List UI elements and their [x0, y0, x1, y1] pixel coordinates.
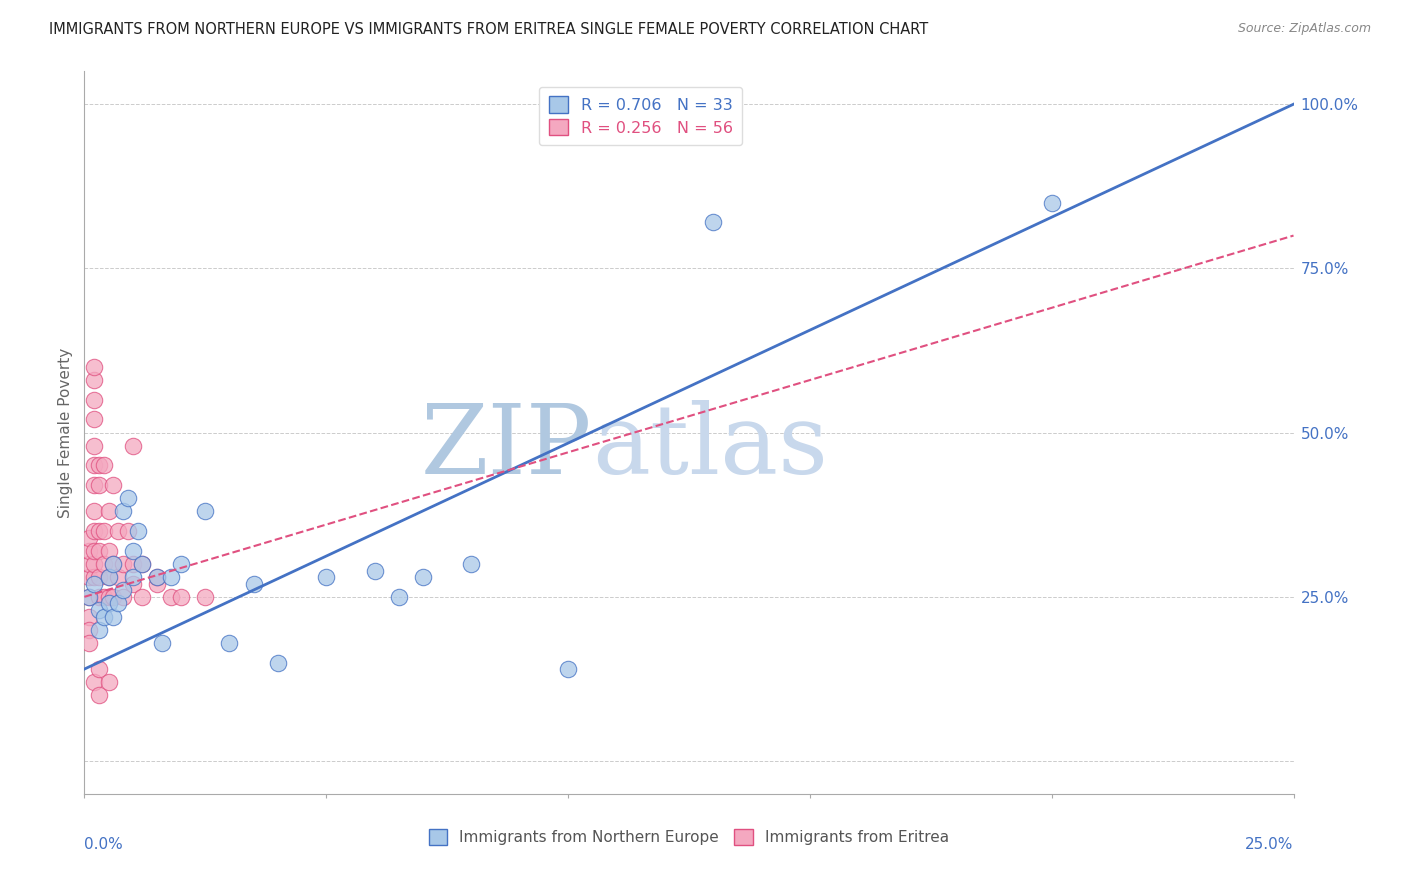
Point — [121, 544, 143, 558]
Point — [97, 596, 120, 610]
Point — [83, 458, 105, 473]
Point — [83, 557, 105, 571]
Point — [194, 504, 217, 518]
Text: ZIP: ZIP — [420, 401, 592, 494]
Point — [93, 458, 115, 473]
Point — [146, 576, 169, 591]
Point — [77, 590, 100, 604]
Text: atlas: atlas — [592, 401, 828, 494]
Point — [83, 412, 105, 426]
Point — [87, 603, 110, 617]
Point — [87, 570, 110, 584]
Point — [77, 590, 100, 604]
Legend: Immigrants from Northern Europe, Immigrants from Eritrea: Immigrants from Northern Europe, Immigra… — [423, 823, 955, 851]
Point — [87, 623, 110, 637]
Point — [194, 590, 217, 604]
Point — [107, 570, 129, 584]
Point — [363, 564, 385, 578]
Point — [93, 609, 115, 624]
Point — [112, 557, 135, 571]
Point — [87, 590, 110, 604]
Point — [112, 590, 135, 604]
Point — [83, 675, 105, 690]
Point — [77, 570, 100, 584]
Point — [388, 590, 411, 604]
Point — [1040, 195, 1063, 210]
Point — [77, 623, 100, 637]
Point — [77, 609, 100, 624]
Point — [103, 557, 125, 571]
Point — [218, 636, 240, 650]
Point — [131, 590, 153, 604]
Point — [83, 524, 105, 538]
Point — [83, 359, 105, 374]
Point — [97, 675, 120, 690]
Point — [87, 458, 110, 473]
Point — [412, 570, 434, 584]
Point — [146, 570, 169, 584]
Point — [131, 557, 153, 571]
Point — [112, 583, 135, 598]
Point — [103, 478, 125, 492]
Text: 25.0%: 25.0% — [1246, 838, 1294, 852]
Point — [107, 596, 129, 610]
Point — [77, 557, 100, 571]
Point — [127, 524, 149, 538]
Point — [83, 544, 105, 558]
Point — [103, 557, 125, 571]
Point — [77, 544, 100, 558]
Point — [267, 656, 290, 670]
Point — [150, 636, 173, 650]
Point — [146, 570, 169, 584]
Point — [170, 557, 193, 571]
Text: Source: ZipAtlas.com: Source: ZipAtlas.com — [1237, 22, 1371, 36]
Point — [93, 524, 115, 538]
Point — [702, 215, 724, 229]
Point — [121, 576, 143, 591]
Point — [83, 478, 105, 492]
Point — [112, 504, 135, 518]
Text: 0.0%: 0.0% — [84, 838, 124, 852]
Point — [121, 439, 143, 453]
Point — [160, 570, 183, 584]
Point — [83, 570, 105, 584]
Point — [170, 590, 193, 604]
Point — [83, 392, 105, 407]
Point — [103, 590, 125, 604]
Point — [87, 662, 110, 676]
Point — [117, 524, 139, 538]
Point — [131, 557, 153, 571]
Text: IMMIGRANTS FROM NORTHERN EUROPE VS IMMIGRANTS FROM ERITREA SINGLE FEMALE POVERTY: IMMIGRANTS FROM NORTHERN EUROPE VS IMMIG… — [49, 22, 928, 37]
Point — [83, 576, 105, 591]
Point — [83, 439, 105, 453]
Point — [121, 557, 143, 571]
Point — [315, 570, 337, 584]
Point — [460, 557, 482, 571]
Point — [103, 609, 125, 624]
Point — [87, 544, 110, 558]
Point — [87, 478, 110, 492]
Point — [160, 590, 183, 604]
Point — [121, 570, 143, 584]
Point — [97, 570, 120, 584]
Point — [93, 590, 115, 604]
Point — [97, 570, 120, 584]
Point — [83, 504, 105, 518]
Point — [83, 373, 105, 387]
Point — [242, 576, 264, 591]
Point — [97, 590, 120, 604]
Point — [117, 491, 139, 506]
Point — [557, 662, 579, 676]
Point — [87, 524, 110, 538]
Point — [97, 544, 120, 558]
Point — [107, 524, 129, 538]
Point — [77, 531, 100, 545]
Point — [77, 636, 100, 650]
Point — [87, 689, 110, 703]
Point — [97, 504, 120, 518]
Y-axis label: Single Female Poverty: Single Female Poverty — [58, 348, 73, 517]
Point — [93, 557, 115, 571]
